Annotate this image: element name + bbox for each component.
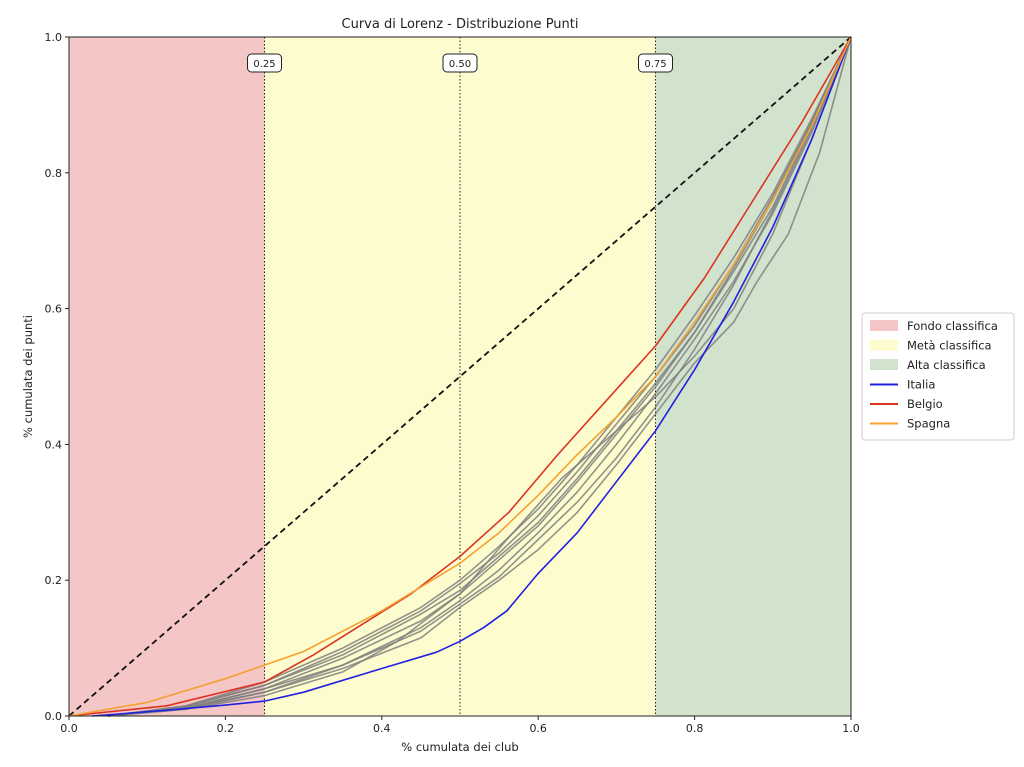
series-line-italia <box>92 36 852 717</box>
legend-label: Italia <box>907 378 935 392</box>
legend-label: Belgio <box>907 397 943 411</box>
legend-swatch <box>870 320 898 331</box>
y-tick-label: 0.2 <box>45 574 63 587</box>
legend-entry: Metà classifica <box>870 339 992 353</box>
series-line-8 <box>108 36 852 717</box>
y-axis-label: % cumulata dei punti <box>21 315 35 438</box>
plot-frame <box>68 36 852 717</box>
chart-title: Curva di Lorenz - Distribuzione Punti <box>342 17 579 32</box>
classification-bands <box>69 37 851 716</box>
legend-entry: Spagna <box>870 417 950 431</box>
x-tick-label: 0.4 <box>373 722 391 735</box>
equality-line <box>68 36 852 717</box>
quartile-annotation-2: 0.75 <box>638 53 673 73</box>
series-line-7 <box>107 36 852 717</box>
legend-entry: Italia <box>870 378 935 392</box>
annotation-label: 0.50 <box>449 59 471 70</box>
x-tick-label: 1.0 <box>842 722 860 735</box>
series-lines <box>68 36 852 717</box>
series-line-5 <box>108 36 852 717</box>
legend: Fondo classifica Metà classifica Alta clas… <box>861 312 1015 441</box>
axes: 0.0 0.2 0.4 0.6 0.8 1.0 0.0 0.2 0.4 0.6 0.8 1.0 <box>45 31 860 735</box>
series-line-4 <box>108 36 852 717</box>
x-axis-label: % cumulata dei club <box>401 740 518 754</box>
series-line-9 <box>108 36 852 717</box>
x-tick-label: 0.0 <box>60 722 78 735</box>
quartile-annotations: 0.25 0.50 0.75 <box>247 53 673 73</box>
annotation-box <box>247 53 282 73</box>
y-tick-label: 1.0 <box>45 31 63 44</box>
series-line-6 <box>107 36 852 717</box>
series-line-spagna <box>68 36 852 717</box>
quartile-annotation-0: 0.25 <box>247 53 282 73</box>
legend-label: Fondo classifica <box>907 319 998 333</box>
annotation-box <box>638 53 673 73</box>
legend-label: Metà classifica <box>907 339 992 353</box>
legend-entry: Alta classifica <box>870 358 986 372</box>
legend-entry: Belgio <box>870 397 943 411</box>
y-tick-label: 0.8 <box>45 167 63 180</box>
y-tick-label: 0.4 <box>45 438 63 451</box>
y-tick-label: 0.6 <box>45 303 63 316</box>
legend-label: Spagna <box>907 417 950 431</box>
legend-swatch <box>870 359 898 370</box>
legend-entry: Fondo classifica <box>870 319 998 333</box>
x-tick-label: 0.6 <box>529 722 547 735</box>
equality-line-group <box>68 36 852 717</box>
y-tick-label: 0.0 <box>45 710 63 723</box>
quartile-annotation-1: 0.50 <box>442 53 478 73</box>
band-0 <box>69 37 265 716</box>
legend-label: Alta classifica <box>907 358 986 372</box>
x-tick-label: 0.2 <box>217 722 235 735</box>
annotation-label: 0.25 <box>253 59 275 70</box>
band-2 <box>655 37 851 716</box>
series-line-belgio <box>68 36 852 717</box>
annotation-box <box>442 53 478 73</box>
legend-swatch <box>870 339 898 351</box>
series-line-10 <box>108 36 852 717</box>
annotation-label: 0.75 <box>644 59 666 70</box>
legend-frame <box>861 312 1015 441</box>
x-tick-label: 0.8 <box>686 722 704 735</box>
